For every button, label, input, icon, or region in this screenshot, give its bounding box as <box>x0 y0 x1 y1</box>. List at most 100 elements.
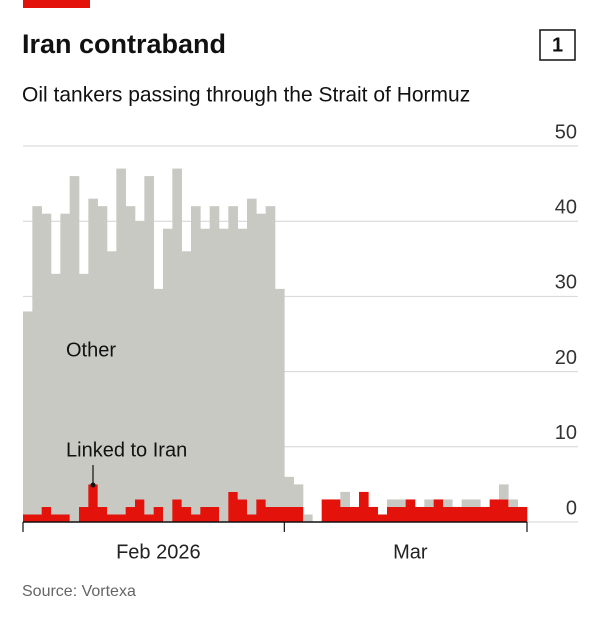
bar-segment <box>480 506 490 522</box>
bar-segment <box>349 506 360 522</box>
bar-segment <box>191 206 201 515</box>
bar-segment <box>144 176 154 515</box>
bar-segment <box>471 506 481 522</box>
bar-segment <box>181 506 192 522</box>
chart-title: Iran contraband <box>22 29 226 59</box>
bar-segment <box>508 499 518 507</box>
bar-segment <box>275 506 285 522</box>
bar-segment <box>135 499 145 522</box>
bar-segment <box>517 506 528 522</box>
label-pointer-dot <box>90 482 96 488</box>
bar-segment <box>219 228 229 522</box>
bar-segment <box>135 221 145 500</box>
brand-bar <box>23 0 90 8</box>
bar-segment <box>172 499 182 522</box>
bar-segment <box>107 514 117 522</box>
bar-segment <box>88 198 98 485</box>
bar-segment <box>489 499 500 522</box>
bar-segment <box>209 506 220 522</box>
bar-segment <box>247 198 257 515</box>
bar-segment <box>424 506 434 522</box>
bar-segment <box>116 514 126 522</box>
y-tick-label: 50 <box>555 121 577 143</box>
bar-segment <box>265 506 276 522</box>
y-tick-label: 0 <box>566 497 577 519</box>
bar-segment <box>79 506 89 522</box>
bar-segment <box>396 506 406 522</box>
source: Source: Vortexa <box>22 583 136 600</box>
bar-segment <box>508 506 518 522</box>
bar-segment <box>443 499 453 507</box>
series-label: Linked to Iran <box>66 439 187 461</box>
bar-segment <box>32 206 42 515</box>
bar-segment <box>256 213 266 500</box>
bar-segment <box>424 499 434 507</box>
bar-segment <box>415 506 425 522</box>
bar-segment <box>228 206 238 492</box>
bar-segment <box>51 273 61 515</box>
bar-segment <box>23 514 33 522</box>
x-tick-label: Mar <box>393 541 428 563</box>
bar-segment <box>256 499 266 522</box>
bar-segment <box>69 176 80 522</box>
y-tick-label: 10 <box>555 422 577 444</box>
bar-segment <box>284 476 294 507</box>
bar-segment <box>275 288 285 507</box>
bar-segment <box>377 514 388 522</box>
bar-segment <box>396 499 406 507</box>
bar-segment <box>41 506 52 522</box>
bar-segment <box>237 499 248 522</box>
bar-segment <box>499 499 509 522</box>
bar-segment <box>200 228 210 507</box>
chart-subtitle: Oil tankers passing through the Strait o… <box>22 84 470 107</box>
bar-segment <box>405 499 416 522</box>
bar-segment <box>228 491 238 522</box>
bar-segment <box>116 168 126 515</box>
bar-segment <box>331 499 341 522</box>
y-tick-label: 20 <box>555 347 577 369</box>
bar-segment <box>60 514 70 522</box>
bar-segment <box>97 506 108 522</box>
x-tick-label: Feb 2026 <box>116 541 201 563</box>
bar-segment <box>32 514 42 522</box>
bar-segment <box>471 499 481 507</box>
bar-segment <box>79 273 89 507</box>
bar-segment <box>303 514 313 522</box>
y-tick-label: 40 <box>555 196 577 218</box>
bar-segment <box>443 506 453 522</box>
bar-segment <box>340 491 350 507</box>
bar-segment <box>284 506 294 522</box>
bar-segment <box>153 288 164 507</box>
bar-segment <box>452 506 462 522</box>
bar-segment <box>387 506 397 522</box>
bar-segment <box>51 514 61 522</box>
bar-segment <box>247 514 257 522</box>
bar-segment <box>163 228 173 522</box>
bar-segment <box>209 206 220 507</box>
bar-segment <box>461 499 472 507</box>
bar-segment <box>125 506 136 522</box>
bar-segment <box>181 251 192 507</box>
bar-segment <box>172 168 182 500</box>
bar-segment <box>340 506 350 522</box>
bar-segment <box>433 499 444 522</box>
bar-segment <box>41 213 52 507</box>
bar-segment <box>359 491 369 522</box>
y-tick-label: 30 <box>555 272 577 294</box>
bar-segment <box>144 514 154 522</box>
bar-segment <box>107 251 117 515</box>
bar-segment <box>191 514 201 522</box>
bar-segment <box>265 206 276 507</box>
bar-segment <box>368 506 378 522</box>
bar-segment <box>200 506 210 522</box>
chart-number-box <box>539 29 576 61</box>
bar-segment <box>237 228 248 500</box>
bar-segment <box>125 206 136 507</box>
bar-segment <box>321 499 332 522</box>
series-label: Other <box>66 339 116 361</box>
bar-segment <box>153 506 164 522</box>
bar-segment <box>97 206 108 507</box>
bar-segment <box>499 484 509 500</box>
bar-segment <box>23 311 33 515</box>
